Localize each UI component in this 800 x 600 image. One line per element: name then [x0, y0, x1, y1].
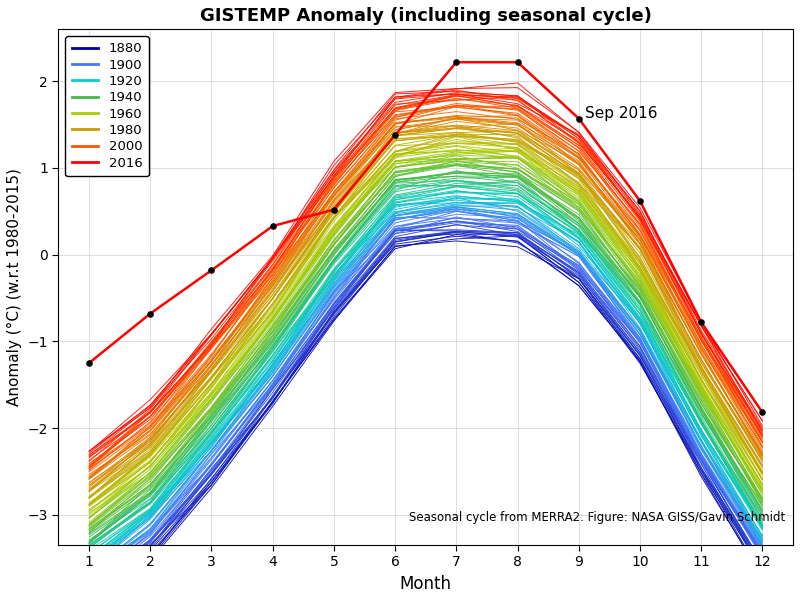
Point — [634, 196, 646, 206]
Title: GISTEMP Anomaly (including seasonal cycle): GISTEMP Anomaly (including seasonal cycl… — [200, 7, 652, 25]
Point — [756, 407, 769, 417]
Y-axis label: Anomaly (°C) (w.r.t 1980-2015): Anomaly (°C) (w.r.t 1980-2015) — [7, 168, 22, 406]
Point — [266, 221, 279, 231]
Point — [389, 130, 402, 140]
Text: Sep 2016: Sep 2016 — [585, 106, 658, 121]
X-axis label: Month: Month — [400, 575, 452, 593]
Point — [450, 58, 462, 67]
Point — [82, 358, 95, 368]
Point — [572, 114, 585, 124]
Point — [327, 205, 340, 214]
Point — [144, 309, 157, 319]
Text: Seasonal cycle from MERRA2. Figure: NASA GISS/Gavin Schmidt: Seasonal cycle from MERRA2. Figure: NASA… — [410, 511, 786, 524]
Point — [695, 317, 708, 327]
Legend: 1880, 1900, 1920, 1940, 1960, 1980, 2000, 2016: 1880, 1900, 1920, 1940, 1960, 1980, 2000… — [65, 36, 149, 176]
Point — [511, 58, 524, 67]
Point — [205, 265, 218, 275]
